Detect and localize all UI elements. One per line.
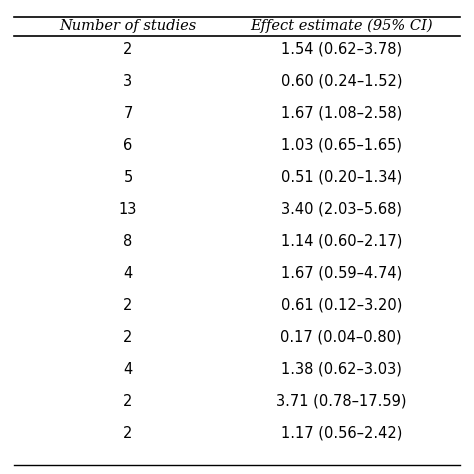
Text: Number of studies: Number of studies — [59, 19, 197, 33]
Text: 0.61 (0.12–3.20): 0.61 (0.12–3.20) — [281, 298, 402, 313]
Text: 1.67 (0.59–4.74): 1.67 (0.59–4.74) — [281, 266, 402, 281]
Text: 1.38 (0.62–3.03): 1.38 (0.62–3.03) — [281, 362, 402, 377]
Text: Effect estimate (95% CI): Effect estimate (95% CI) — [250, 19, 433, 33]
Text: 8: 8 — [123, 234, 133, 249]
Text: 4: 4 — [123, 362, 133, 377]
Text: 1.03 (0.65–1.65): 1.03 (0.65–1.65) — [281, 138, 402, 153]
Text: 7: 7 — [123, 106, 133, 121]
Text: 1.17 (0.56–2.42): 1.17 (0.56–2.42) — [281, 426, 402, 441]
Text: 1.14 (0.60–2.17): 1.14 (0.60–2.17) — [281, 234, 402, 249]
Text: 3: 3 — [123, 74, 133, 89]
Text: 13: 13 — [119, 202, 137, 217]
Text: 1.54 (0.62–3.78): 1.54 (0.62–3.78) — [281, 42, 402, 57]
Text: 3.40 (2.03–5.68): 3.40 (2.03–5.68) — [281, 202, 402, 217]
Text: 3.71 (0.78–17.59): 3.71 (0.78–17.59) — [276, 394, 407, 409]
Text: 4: 4 — [123, 266, 133, 281]
Text: 2: 2 — [123, 330, 133, 345]
Text: 0.17 (0.04–0.80): 0.17 (0.04–0.80) — [281, 330, 402, 345]
Text: 2: 2 — [123, 42, 133, 57]
Text: 0.51 (0.20–1.34): 0.51 (0.20–1.34) — [281, 170, 402, 185]
Text: 0.60 (0.24–1.52): 0.60 (0.24–1.52) — [281, 74, 402, 89]
Text: 2: 2 — [123, 394, 133, 409]
Text: 2: 2 — [123, 298, 133, 313]
Text: 1.67 (1.08–2.58): 1.67 (1.08–2.58) — [281, 106, 402, 121]
Text: 5: 5 — [123, 170, 133, 185]
Text: 2: 2 — [123, 426, 133, 441]
Text: 6: 6 — [123, 138, 133, 153]
